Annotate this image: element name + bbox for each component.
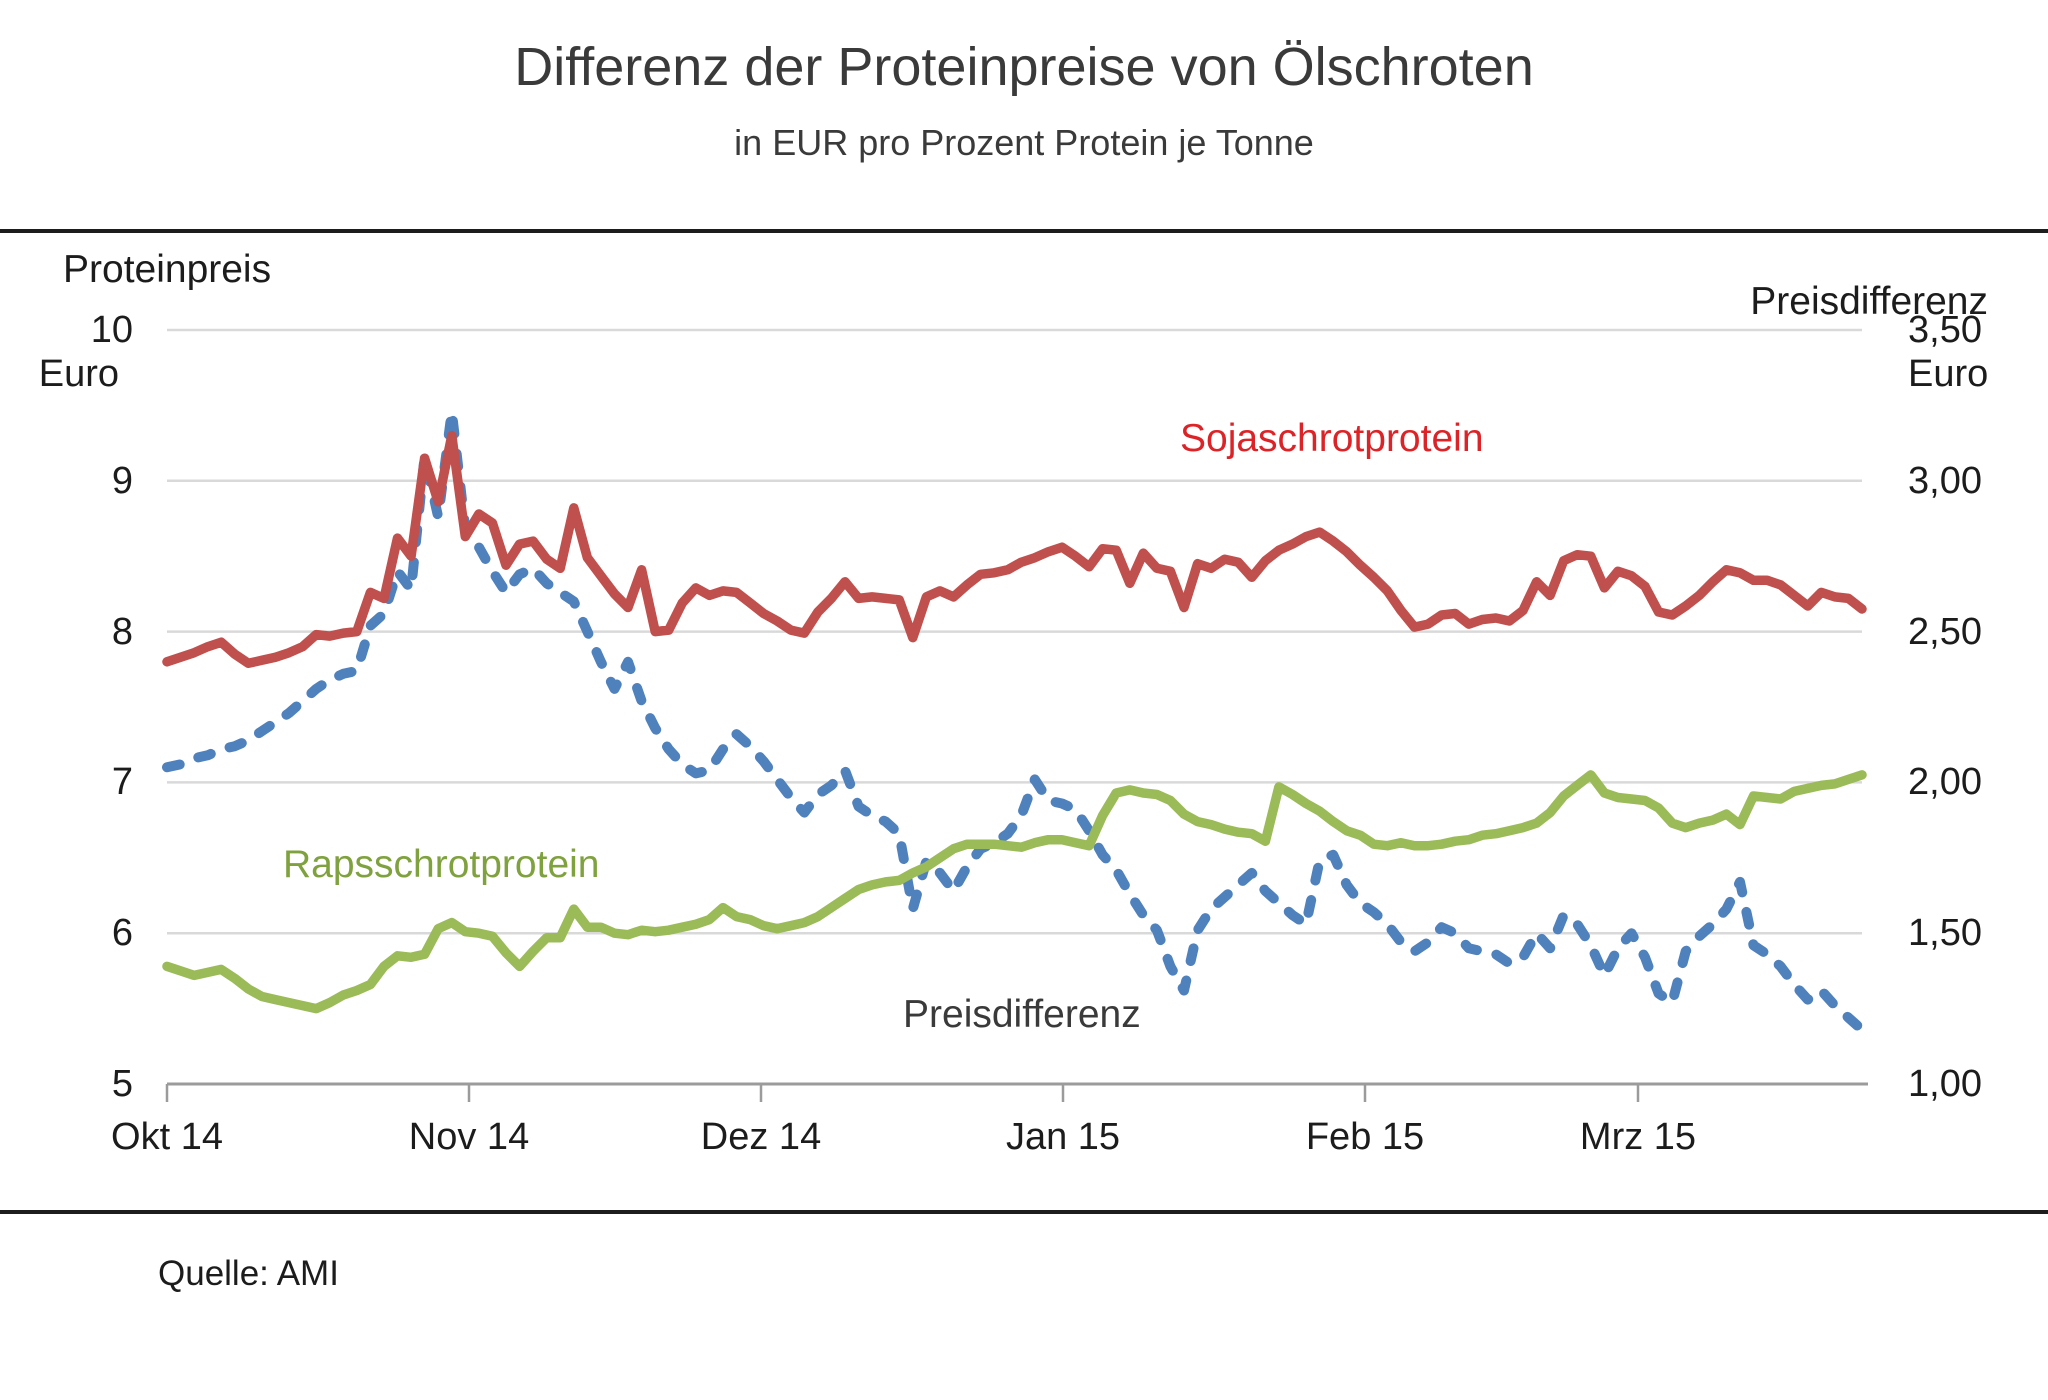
x-axis-ticks [165,1084,1640,1102]
right-tick-100: 1,00 [1908,1063,1982,1105]
preisdifferenz-line [162,406,1867,1035]
preisdifferenz-label: Preisdifferenz [903,993,1141,1036]
sojaschrotprotein-label: Sojaschrotprotein [1180,417,1484,460]
right-tick-250: 2,50 [1908,611,1982,653]
x-label-dez14: Dez 14 [700,1116,822,1158]
x-label-mrz15: Mrz 15 [1579,1116,1697,1158]
top-divider-line [0,229,2048,233]
x-label-feb15: Feb 15 [1305,1116,1425,1158]
bottom-divider-line [0,1210,2048,1214]
sojaschrotprotein-line [162,430,1867,669]
right-tick-200: 2,00 [1908,761,1982,803]
left-axis-header: Proteinpreis [63,248,272,291]
right-axis-header: Preisdifferenz [1750,280,1988,323]
left-tick-7: 7 [111,761,133,803]
x-label-jan15: Jan 15 [1005,1116,1121,1158]
right-tick-150: 1,50 [1908,912,1982,954]
left-axis-unit: Euro [38,353,119,395]
rapsschrotprotein-label: Rapsschrotprotein [283,843,600,886]
left-tick-9: 9 [111,460,133,502]
left-tick-8: 8 [111,611,133,653]
left-tick-5: 5 [111,1063,133,1105]
right-tick-350: 3,50 [1908,309,1982,351]
rapsschrotprotein-line [162,770,1867,1014]
x-label-nov14: Nov 14 [408,1116,530,1158]
right-axis-unit: Euro [1908,353,1989,395]
chart-subtitle: in EUR pro Prozent Protein je Tonne [734,122,1314,163]
x-label-okt14: Okt 14 [111,1116,223,1158]
left-tick-10: 10 [90,309,133,351]
source-note: Quelle: AMI [158,1254,339,1293]
chart-title: Differenz der Proteinpreise von Ölschrot… [514,37,1534,97]
left-tick-6: 6 [111,912,133,954]
right-tick-300: 3,00 [1908,460,1982,502]
